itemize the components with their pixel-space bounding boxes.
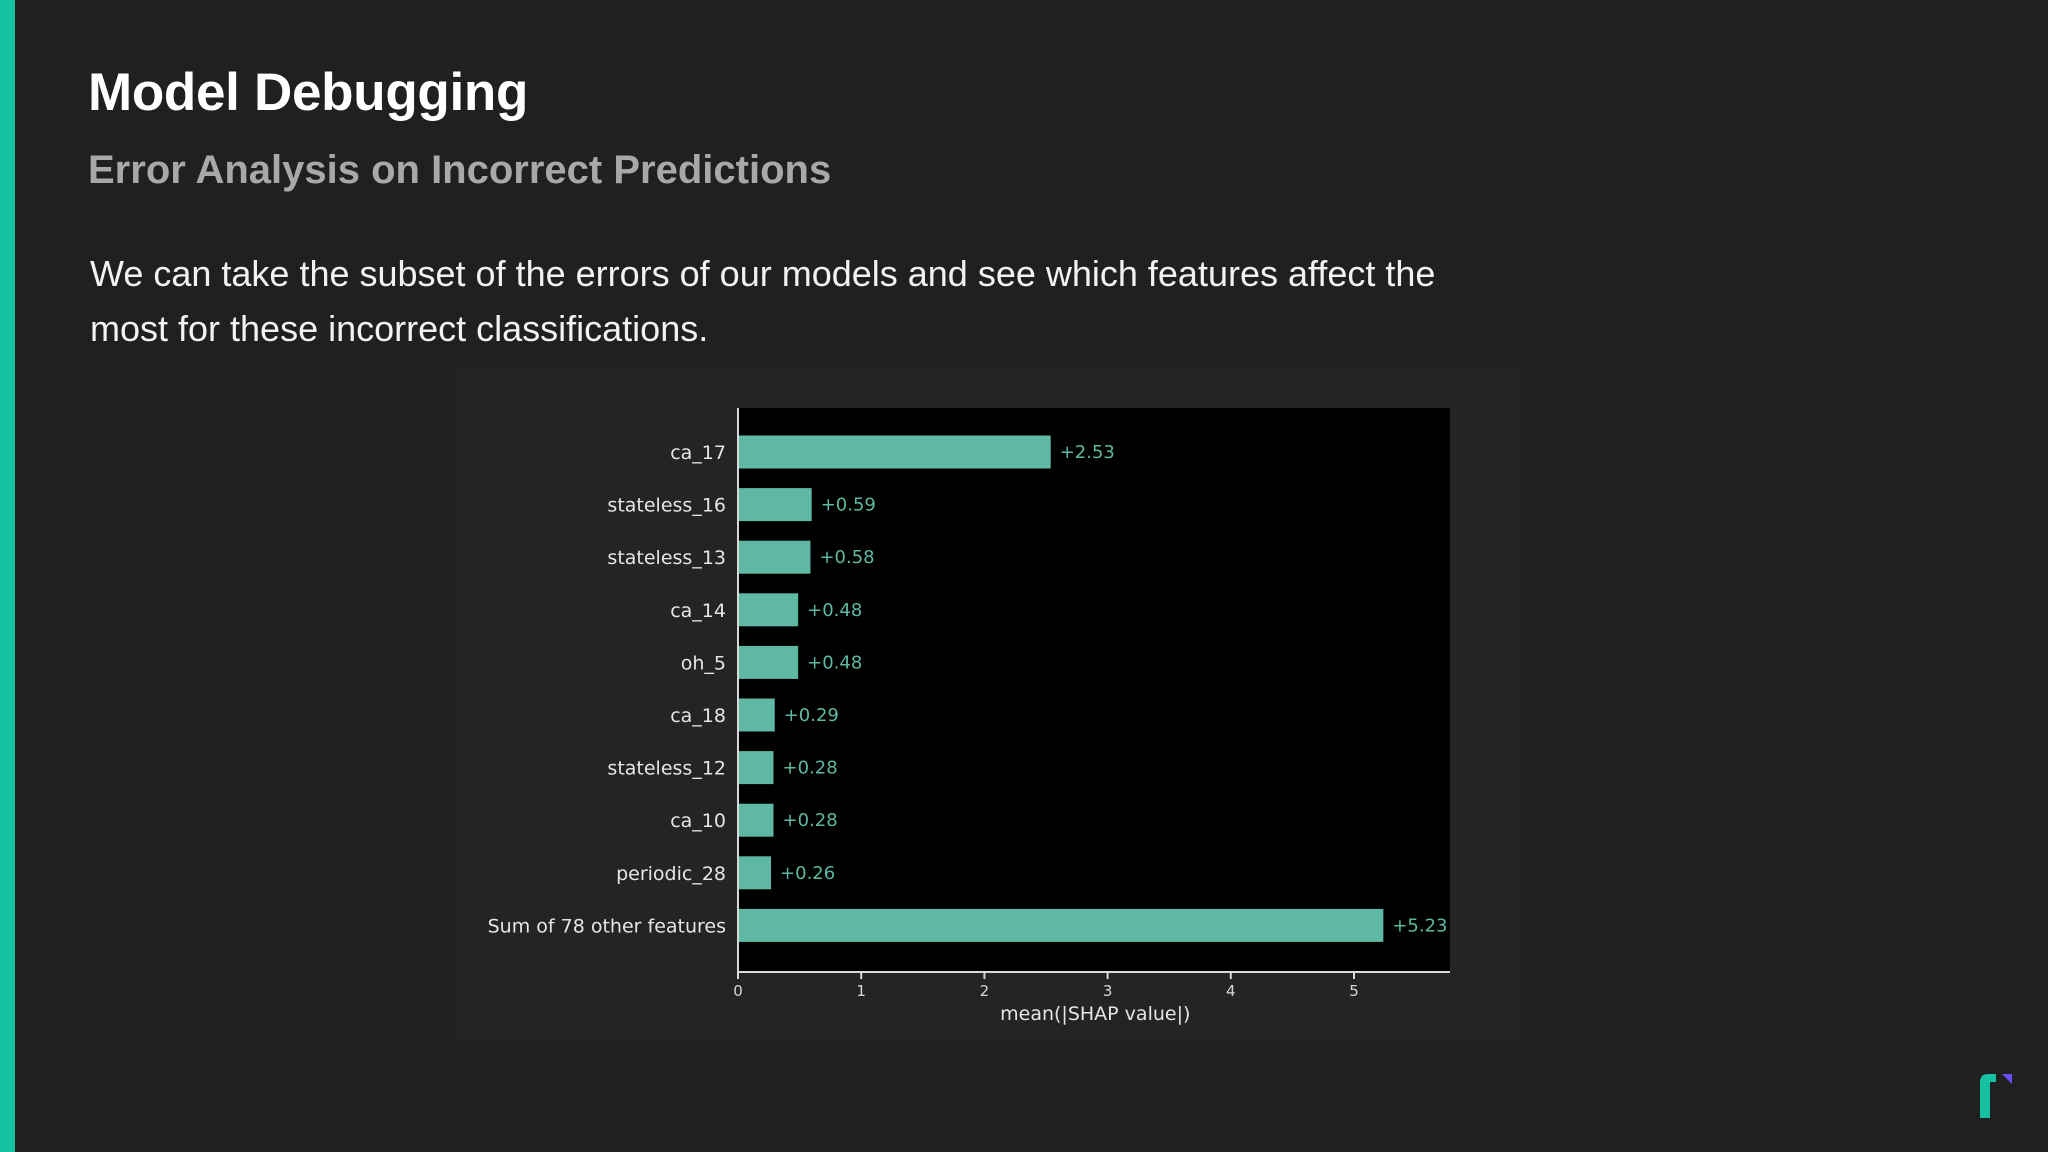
category-label-9: Sum of 78 other features <box>488 915 726 937</box>
value-label-1: +0.59 <box>821 495 876 516</box>
value-label-4: +0.48 <box>807 652 862 673</box>
category-label-8: periodic_28 <box>616 863 726 885</box>
brand-logo-icon <box>1980 1074 2012 1118</box>
x-tick-label-3: 3 <box>1103 982 1113 1000</box>
bar-3 <box>739 593 799 627</box>
category-label-3: ca_14 <box>670 600 726 622</box>
accent-bar <box>0 0 15 1152</box>
x-axis-title: mean(|SHAP value|) <box>1000 1003 1190 1025</box>
category-label-6: stateless_12 <box>607 758 726 780</box>
category-label-7: ca_10 <box>670 810 726 832</box>
bar-1 <box>739 488 812 522</box>
category-label-1: stateless_16 <box>607 495 726 517</box>
value-label-2: +0.58 <box>819 547 874 568</box>
x-tick-label-1: 1 <box>856 982 866 1000</box>
value-label-9: +5.23 <box>1392 915 1447 936</box>
bar-4 <box>739 645 799 679</box>
category-label-2: stateless_13 <box>607 547 726 569</box>
x-tick-label-5: 5 <box>1349 982 1359 1000</box>
x-tick-label-4: 4 <box>1226 982 1236 1000</box>
x-tick-label-2: 2 <box>980 982 990 1000</box>
chart-canvas: ca_17 +2.53 stateless_16 +0.59 stateless_13 +… <box>488 408 1450 1025</box>
category-label-0: ca_17 <box>670 442 726 464</box>
value-label-6: +0.28 <box>782 758 837 779</box>
value-label-3: +0.48 <box>807 600 862 621</box>
value-label-5: +0.29 <box>784 705 839 726</box>
x-tick-label-0: 0 <box>733 982 743 1000</box>
bar-8 <box>739 856 772 890</box>
bar-6 <box>739 751 774 785</box>
value-label-7: +0.28 <box>782 810 837 831</box>
category-label-5: ca_18 <box>670 705 726 727</box>
bar-5 <box>739 698 775 732</box>
category-label-4: oh_5 <box>681 652 726 674</box>
shap-bar-chart: ca_17 +2.53 stateless_16 +0.59 stateless_13 +… <box>455 368 1520 1040</box>
plot-area <box>738 408 1450 972</box>
bar-0 <box>739 435 1051 469</box>
value-label-8: +0.26 <box>780 863 835 884</box>
slide-subtitle: Error Analysis on Incorrect Predictions <box>88 148 832 192</box>
bar-9 <box>739 908 1384 942</box>
slide-title: Model Debugging <box>88 63 529 122</box>
bar-7 <box>739 803 774 837</box>
value-label-0: +2.53 <box>1060 442 1115 463</box>
bar-2 <box>739 540 811 574</box>
slide-body-text: We can take the subset of the errors of … <box>90 253 1436 349</box>
